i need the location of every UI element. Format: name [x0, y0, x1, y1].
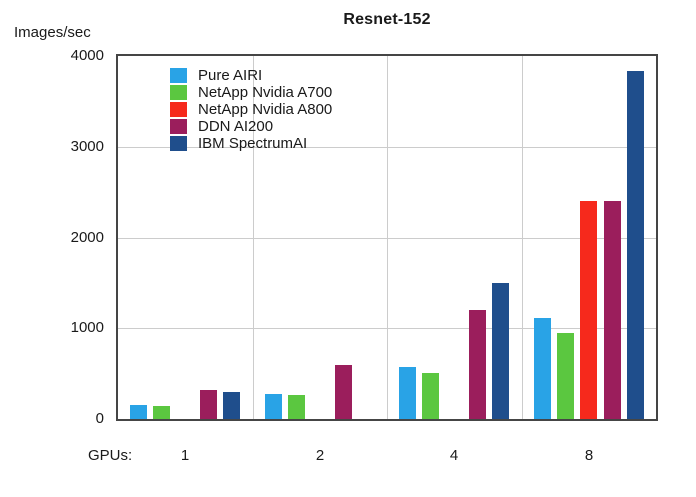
y-axis-title: Images/sec — [14, 24, 91, 41]
x-tick-label: 1 — [180, 447, 190, 464]
legend-swatch — [170, 68, 187, 83]
legend-label: NetApp Nvidia A700 — [198, 84, 333, 101]
legend-swatch — [170, 102, 187, 117]
y-tick-label: 0 — [95, 410, 104, 427]
bar-ibm-spectrumai-gpus-8 — [626, 70, 644, 419]
bar-pure-airi-gpus-1 — [130, 405, 148, 419]
legend-item: NetApp Nvidia A700 — [170, 84, 332, 101]
legend-item: IBM SpectrumAI — [170, 135, 332, 152]
bar-pure-airi-gpus-4 — [399, 367, 417, 419]
v-gridline — [522, 56, 523, 419]
y-tick-label: 3000 — [70, 138, 104, 155]
bar-pure-airi-gpus-2 — [264, 393, 282, 419]
chart-title: Resnet-152 — [343, 11, 431, 28]
v-gridline — [387, 56, 388, 419]
plot-area: Pure AIRI NetApp Nvidia A700 NetApp Nvidia… — [116, 54, 658, 421]
y-tick-label: 4000 — [70, 47, 104, 64]
legend-label: Pure AIRI — [198, 67, 263, 84]
bar-ddn-ai200-gpus-8 — [603, 201, 621, 419]
gridlines-layer — [118, 56, 656, 419]
bar-pure-airi-gpus-8 — [533, 318, 551, 419]
v-gridline — [253, 56, 254, 419]
legend-item: Pure AIRI — [170, 67, 332, 84]
legend-swatch — [170, 119, 187, 134]
legend-swatch — [170, 136, 187, 151]
legend-item: NetApp Nvidia A800 — [170, 101, 332, 118]
legend: Pure AIRI NetApp Nvidia A700 NetApp Nvidia… — [170, 67, 332, 152]
legend-label: DDN AI200 — [198, 118, 274, 135]
bar-ibm-spectrumai-gpus-1 — [223, 391, 241, 419]
x-tick-label: 8 — [584, 447, 594, 464]
x-axis-title: GPUs: — [88, 447, 133, 464]
legend-label: IBM SpectrumAI — [198, 135, 308, 152]
bar-netapp-nvidia-a700-gpus-2 — [288, 395, 305, 419]
bar-netapp-nvidia-a800-gpus-8 — [580, 201, 598, 419]
x-tick-label: 2 — [315, 447, 325, 464]
bar-netapp-nvidia-a700-gpus-4 — [422, 372, 440, 419]
bar-netapp-nvidia-a700-gpus-8 — [556, 332, 574, 419]
y-tick-label: 2000 — [70, 229, 104, 246]
bar-ddn-ai200-gpus-4 — [469, 310, 486, 419]
bar-ibm-spectrumai-gpus-4 — [492, 282, 510, 419]
legend-label: NetApp Nvidia A800 — [198, 101, 333, 118]
bar-ddn-ai200-gpus-2 — [334, 364, 352, 419]
legend-item: DDN AI200 — [170, 118, 332, 135]
legend-swatch — [170, 85, 187, 100]
bar-ddn-ai200-gpus-1 — [200, 390, 218, 419]
y-tick-label: 1000 — [70, 319, 104, 336]
x-tick-label: 4 — [449, 447, 459, 464]
bar-netapp-nvidia-a700-gpus-1 — [153, 406, 171, 419]
bars-layer — [118, 56, 656, 419]
